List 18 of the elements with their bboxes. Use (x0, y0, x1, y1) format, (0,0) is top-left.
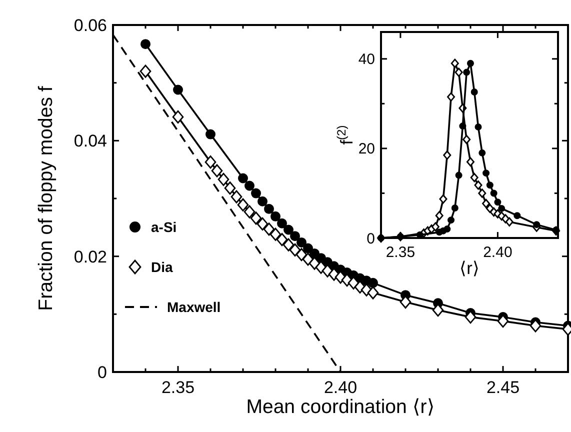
y-axis-title: Fraction of floppy modes f (34, 86, 57, 311)
y-tick-label: 0.02 (74, 247, 107, 266)
y-tick-label: 0.04 (74, 132, 107, 151)
y-tick-label: 0 (366, 230, 375, 248)
x-tick-label: 2.40 (324, 378, 358, 397)
x-tick-label: 2.35 (161, 378, 195, 397)
y-tick-label: 40 (358, 51, 375, 68)
x-tick-label: 2.35 (386, 244, 416, 261)
y-tick-label: 0.06 (74, 16, 107, 35)
legend-label: a-Si (151, 219, 177, 235)
x-tick-label: 2.40 (483, 244, 512, 261)
x-axis-title: Mean coordination ⟨r⟩ (246, 396, 435, 418)
y-tick-label: 20 (358, 140, 375, 158)
x-axis-title: ⟨r⟩ (460, 258, 480, 278)
x-tick-label: 2.45 (486, 378, 520, 397)
y-tick-label: 0 (98, 362, 107, 382)
legend-label: Maxwell (167, 299, 221, 315)
legend-label: Dia (151, 259, 173, 275)
